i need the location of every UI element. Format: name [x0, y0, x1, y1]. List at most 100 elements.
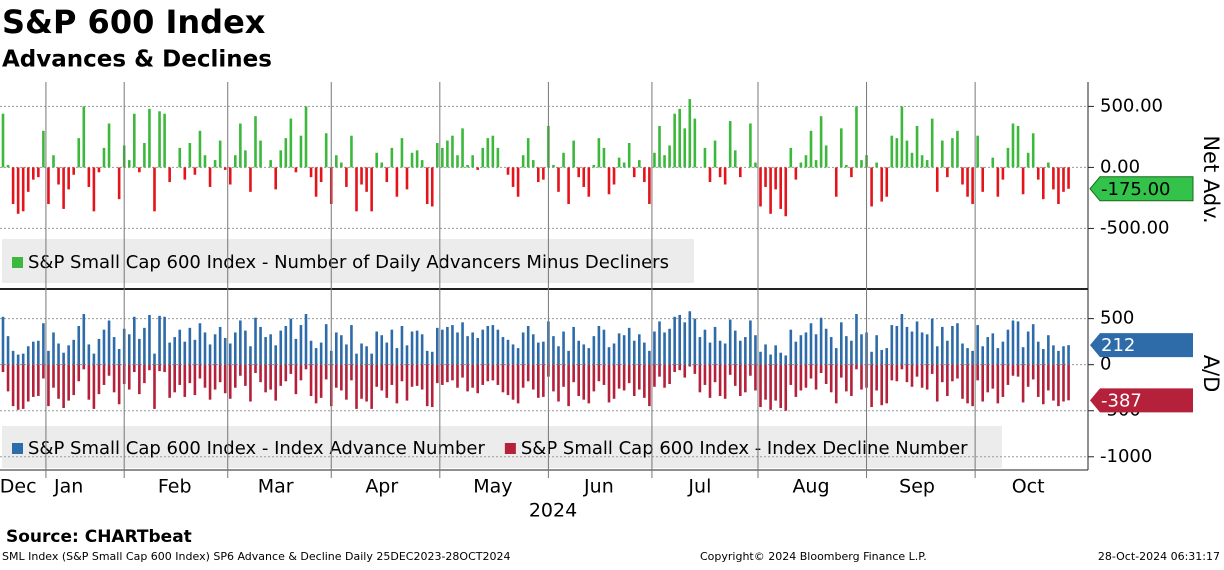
- bar: [213, 334, 217, 365]
- bar: [673, 364, 676, 373]
- bar: [304, 106, 308, 168]
- bar: [658, 125, 661, 168]
- bar: [350, 325, 353, 365]
- bar: [850, 167, 853, 178]
- bar: [82, 106, 86, 168]
- last-value-label: 212: [1101, 335, 1135, 356]
- bar: [1036, 341, 1040, 365]
- bar: [824, 364, 828, 385]
- bar: [380, 162, 384, 168]
- bar: [284, 326, 288, 365]
- bar: [1031, 133, 1035, 168]
- footer-center: Copyright© 2024 Bloomberg Finance L.P.: [700, 550, 927, 563]
- bar: [1057, 364, 1060, 407]
- bar: [1062, 346, 1065, 365]
- bar: [1016, 364, 1020, 377]
- bar: [249, 346, 252, 365]
- bar: [254, 364, 257, 373]
- bar: [127, 334, 131, 365]
- bar: [526, 138, 530, 168]
- bar: [148, 314, 151, 365]
- bar: [632, 167, 636, 178]
- bar: [749, 320, 752, 365]
- bar: [11, 167, 15, 205]
- bar: [1011, 364, 1015, 376]
- bar: [425, 167, 429, 205]
- bar: [16, 167, 20, 214]
- last-value-tag: [1089, 176, 1194, 202]
- bar: [400, 326, 404, 365]
- bar: [1036, 167, 1040, 180]
- bar: [779, 352, 782, 365]
- bar: [996, 348, 1000, 365]
- bar: [375, 364, 378, 387]
- bar: [1, 113, 5, 168]
- bar: [37, 364, 40, 396]
- bar: [173, 337, 176, 365]
- bar: [840, 128, 843, 168]
- bar: [885, 348, 889, 365]
- bar: [632, 340, 636, 365]
- bar: [971, 364, 974, 407]
- bar: [728, 364, 732, 375]
- bar: [663, 364, 666, 388]
- bar: [759, 364, 762, 408]
- bar: [542, 364, 545, 397]
- year-label: 2024: [529, 500, 577, 522]
- bar: [1026, 152, 1030, 168]
- bar: [153, 353, 156, 365]
- bar: [880, 167, 883, 202]
- bar: [239, 320, 242, 365]
- bar: [587, 364, 591, 404]
- bar: [163, 364, 166, 373]
- bar: [900, 364, 904, 370]
- bar: [971, 167, 974, 205]
- bar: [784, 167, 788, 217]
- bar: [764, 364, 767, 400]
- bar: [77, 326, 81, 365]
- bar: [400, 364, 404, 382]
- bar: [754, 364, 757, 391]
- bar: [1057, 350, 1060, 365]
- bar: [461, 128, 464, 168]
- bar: [860, 334, 863, 365]
- bar: [355, 364, 358, 409]
- bar: [37, 167, 40, 178]
- bar: [860, 364, 863, 390]
- bar: [885, 364, 889, 404]
- bar: [491, 364, 495, 381]
- bar: [622, 162, 626, 168]
- bar: [314, 167, 318, 197]
- bar: [244, 364, 247, 386]
- bar: [1036, 364, 1040, 397]
- bar: [476, 167, 479, 170]
- bar: [850, 340, 853, 365]
- bar: [1021, 364, 1025, 403]
- bar: [845, 336, 848, 365]
- bar: [728, 319, 732, 365]
- bar: [643, 364, 646, 398]
- bar: [759, 167, 762, 207]
- bar: [511, 344, 515, 365]
- bar: [254, 116, 257, 168]
- bar: [244, 150, 247, 168]
- bar: [466, 164, 469, 168]
- bar: [981, 364, 984, 402]
- bar: [946, 364, 949, 396]
- bar: [32, 364, 35, 397]
- bar: [910, 364, 914, 387]
- bar: [26, 346, 30, 365]
- bar: [542, 341, 545, 365]
- bar: [395, 167, 399, 197]
- bar: [193, 364, 197, 396]
- bar: [324, 324, 328, 365]
- bar: [668, 364, 671, 385]
- bar: [430, 364, 434, 408]
- bar: [607, 167, 611, 195]
- bar: [829, 337, 833, 365]
- bar: [67, 167, 70, 190]
- bar: [557, 346, 560, 365]
- bar: [158, 364, 161, 372]
- bar: [925, 364, 929, 390]
- chart-title: S&P 600 Index: [2, 3, 266, 41]
